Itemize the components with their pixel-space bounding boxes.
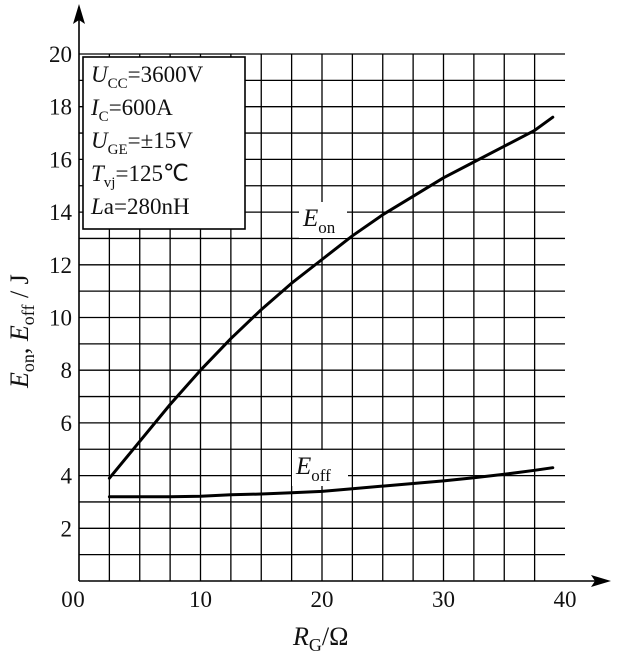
y-tick-label: 18 <box>49 95 72 120</box>
series-label: Eon <box>302 205 336 237</box>
chart-grid <box>79 53 565 581</box>
conditions-box-frame <box>82 56 246 230</box>
condition-text: UGE=±15V <box>91 128 193 158</box>
y-tick-label: 8 <box>61 358 73 383</box>
y-tick-label: 4 <box>61 464 73 489</box>
series-label: Eoff <box>295 453 331 485</box>
y-axis-arrow <box>73 4 85 24</box>
series-line-e-on <box>107 115 555 480</box>
x-tick-label: 40 <box>554 587 577 612</box>
series-labels: Eon Eoff <box>292 202 348 486</box>
x-axis-arrow <box>591 575 611 587</box>
x-tick-label: 0 <box>73 587 85 612</box>
condition-text: La=280nH <box>90 194 190 219</box>
x-tick-label: 30 <box>432 587 455 612</box>
y-tick-label: 16 <box>49 147 72 172</box>
series-label-background <box>299 202 347 238</box>
series-line-e-off <box>107 466 555 499</box>
y-tick-label: 2 <box>61 516 73 541</box>
x-tick-label: 10 <box>189 587 212 612</box>
condition-text: UCC=3600V <box>91 62 204 92</box>
y-axis-label: Eon, Eoff / J <box>5 274 38 389</box>
x-axis-label: RG/Ω <box>292 622 348 655</box>
y-tick-label: 10 <box>49 306 72 331</box>
x-tick-label: 20 <box>311 587 334 612</box>
origin-label: 0 <box>61 587 73 612</box>
series-label-background <box>292 450 348 486</box>
data-lines <box>107 115 555 499</box>
chart-axes <box>73 4 611 587</box>
tick-labels: 0 10 20 30 40 0 2 4 6 8 10 12 14 16 18 20 <box>49 42 577 612</box>
y-tick-label: 6 <box>61 411 73 436</box>
condition-text: IC=600A <box>90 95 173 125</box>
y-tick-label: 12 <box>49 253 72 278</box>
condition-text: Tvj=125℃ <box>91 161 189 191</box>
y-tick-label: 14 <box>49 200 73 225</box>
axis-labels: RG/Ω Eon, Eoff / J <box>5 274 348 655</box>
y-tick-label: 20 <box>49 42 72 67</box>
